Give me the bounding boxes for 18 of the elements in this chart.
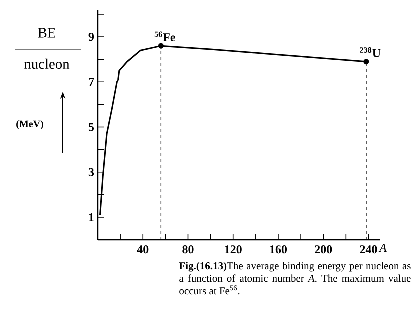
text: Fig.(16.13)The average binding energy per nucleon as a function of atomic number A. The maximum value occurs at Fe$^{56}$. bbox=[179, 262, 411, 295]
y-tick-label: 5 bbox=[88, 123, 94, 132]
text: (MeV) bbox=[16, 120, 44, 130]
y-tick-label: 1 bbox=[89, 213, 94, 222]
x-tick-label: 240 bbox=[360, 246, 378, 254]
x-tick-label: 120 bbox=[225, 246, 242, 254]
annotation: $^{56}$Fe bbox=[154, 32, 176, 42]
y-tick-label: 7 bbox=[89, 78, 94, 86]
y-tick-label: 9 bbox=[88, 33, 94, 42]
x-tick-label: 160 bbox=[270, 246, 288, 254]
x-tick-label: 80 bbox=[182, 246, 194, 254]
y-tick-label: 3 bbox=[88, 168, 94, 176]
x-tick-label: 40 bbox=[137, 246, 149, 254]
text: nucleon bbox=[24, 58, 70, 70]
annotation: $^{238}$U bbox=[360, 48, 381, 58]
text: BE bbox=[38, 28, 56, 38]
x-tick-label: 200 bbox=[315, 246, 332, 254]
x-axis-title: A bbox=[378, 244, 387, 252]
